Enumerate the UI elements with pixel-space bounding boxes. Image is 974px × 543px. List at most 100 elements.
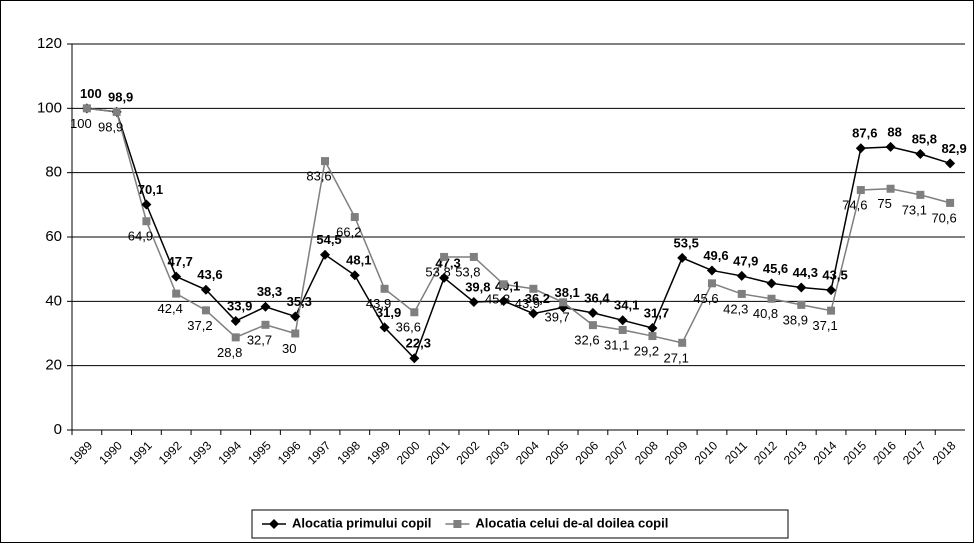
point xyxy=(559,298,568,307)
data-label: 45,6 xyxy=(693,291,718,306)
data-label: 82,9 xyxy=(941,141,966,156)
point xyxy=(142,217,151,226)
point xyxy=(291,329,300,338)
point xyxy=(796,282,807,293)
point xyxy=(349,270,360,281)
data-label: 49,6 xyxy=(703,248,728,263)
legend-label: Alocatia primului copil xyxy=(292,515,431,530)
data-label: 36,2 xyxy=(525,291,550,306)
point xyxy=(946,198,955,207)
data-label: 36,6 xyxy=(396,320,421,335)
point xyxy=(706,265,717,276)
point xyxy=(469,252,478,261)
point xyxy=(379,322,390,333)
data-label: 53,8 xyxy=(455,264,480,279)
point xyxy=(678,338,687,347)
data-label: 98,9 xyxy=(108,89,133,104)
point xyxy=(826,285,837,296)
legend-marker xyxy=(453,520,462,528)
point xyxy=(230,315,241,326)
data-label: 37,2 xyxy=(187,318,212,333)
point xyxy=(916,190,925,199)
data-label: 31,1 xyxy=(604,337,629,352)
point xyxy=(201,306,210,315)
point xyxy=(856,186,865,195)
point xyxy=(766,278,777,289)
data-label: 88 xyxy=(887,124,901,139)
point xyxy=(588,321,597,330)
point xyxy=(677,252,688,263)
data-label: 37,1 xyxy=(812,318,837,333)
y-tick-label: 120 xyxy=(37,35,62,52)
point xyxy=(380,284,389,293)
point xyxy=(648,332,657,341)
data-label: 98,9 xyxy=(98,119,123,134)
data-label: 45,3 xyxy=(485,292,510,307)
point xyxy=(82,104,91,113)
data-label: 75 xyxy=(877,196,891,211)
data-label: 31,7 xyxy=(644,305,669,320)
data-label: 27,1 xyxy=(664,350,689,365)
point xyxy=(797,300,806,309)
y-tick-label: 100 xyxy=(37,99,62,116)
point xyxy=(350,213,359,222)
data-label: 42,3 xyxy=(723,301,748,316)
data-label: 31,9 xyxy=(376,305,401,320)
data-label: 28,8 xyxy=(217,345,242,360)
data-label: 47,7 xyxy=(168,254,193,269)
data-label: 85,8 xyxy=(912,131,937,146)
data-label: 53,8 xyxy=(425,264,450,279)
y-tick-label: 20 xyxy=(45,357,62,374)
series-line xyxy=(86,107,951,360)
point xyxy=(321,157,330,166)
point xyxy=(529,284,538,293)
y-tick-label: 60 xyxy=(45,228,62,245)
data-label: 43,9 xyxy=(515,296,540,311)
point xyxy=(290,311,301,322)
data-label: 43,9 xyxy=(366,296,391,311)
data-label: 64,9 xyxy=(128,229,153,244)
data-label: 100 xyxy=(80,86,102,101)
point xyxy=(231,333,240,342)
point xyxy=(886,184,895,193)
data-label: 38,3 xyxy=(257,284,282,299)
legend-label: Alocatia celui de-al doilea copil xyxy=(475,515,668,530)
data-label: 73,1 xyxy=(902,202,927,217)
point xyxy=(737,289,746,298)
point xyxy=(617,315,628,326)
point xyxy=(409,353,420,364)
data-label: 45,6 xyxy=(763,261,788,276)
point xyxy=(320,249,331,260)
data-label: 30 xyxy=(282,341,296,356)
point xyxy=(499,280,508,289)
data-label: 70,1 xyxy=(138,182,163,197)
data-label: 74,6 xyxy=(842,197,867,212)
point xyxy=(915,149,926,160)
data-label: 43,6 xyxy=(197,267,222,282)
point xyxy=(172,289,181,298)
point xyxy=(618,325,627,334)
point xyxy=(141,199,152,210)
point xyxy=(855,143,866,154)
point xyxy=(827,306,836,315)
data-label: 48,1 xyxy=(346,253,371,268)
point xyxy=(200,284,211,295)
data-label: 43,5 xyxy=(822,268,847,283)
data-label: 32,6 xyxy=(574,333,599,348)
legend-box xyxy=(251,509,789,539)
y-tick-label: 0 xyxy=(54,421,62,438)
legend: Alocatia primului copil Alocatia celui de… xyxy=(251,509,789,539)
data-label: 83,6 xyxy=(306,169,331,184)
data-label: 87,6 xyxy=(852,126,877,141)
y-tick-label: 40 xyxy=(45,292,62,309)
data-label: 39,7 xyxy=(544,310,569,325)
point xyxy=(767,294,776,303)
point xyxy=(260,301,271,312)
data-label: 32,7 xyxy=(247,332,272,347)
point xyxy=(498,296,509,307)
point xyxy=(410,308,419,317)
point xyxy=(736,270,747,281)
data-label: 29,2 xyxy=(634,344,659,359)
